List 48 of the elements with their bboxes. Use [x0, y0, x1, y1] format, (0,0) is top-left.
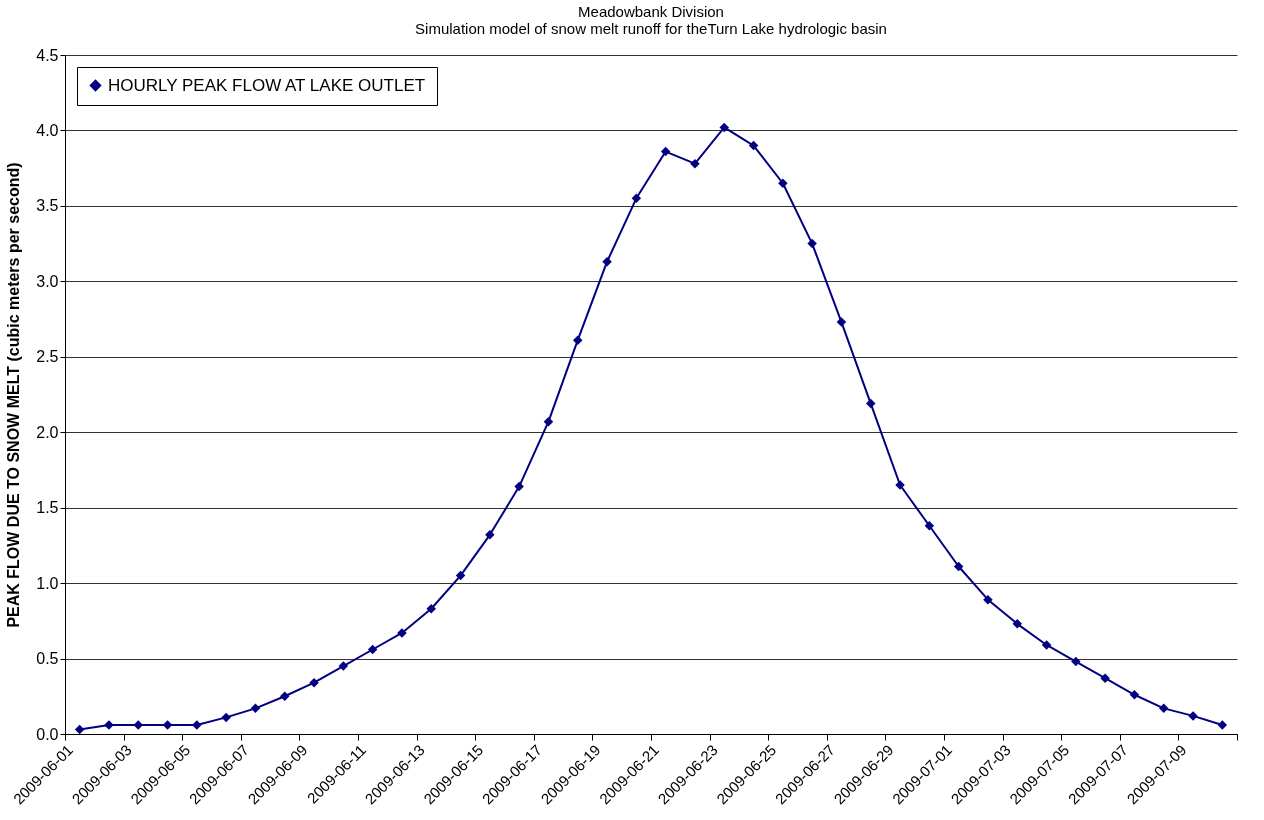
y-tick-label: 3.5: [36, 197, 59, 215]
point: [1129, 690, 1140, 700]
point: [426, 604, 436, 614]
y-tick-label: 0.0: [36, 725, 59, 743]
point: [455, 570, 466, 581]
point: [866, 398, 876, 409]
y-axis-title: PEAK FLOW DUE TO SNOW MELT (cubic meters per second): [5, 162, 23, 628]
point: [983, 594, 993, 605]
legend-label: HOURLY PEAK FLOW AT LAKE OUTLET: [108, 75, 426, 95]
point: [1217, 720, 1228, 730]
y-tick-label: 1.5: [36, 499, 59, 517]
point: [514, 481, 524, 492]
point: [690, 158, 700, 169]
y-tick-label: 4.0: [36, 121, 59, 139]
point: [1071, 656, 1081, 667]
point: [924, 521, 935, 531]
point: [778, 178, 788, 188]
point: [660, 146, 671, 157]
point: [367, 644, 378, 655]
point: [719, 122, 729, 133]
point: [1012, 619, 1022, 629]
y-tick-label: 2.0: [36, 423, 59, 441]
point: [836, 317, 847, 327]
chart-subtitle: Simulation model of snow melt runoff for theTurn Lake hydrologic basin: [415, 20, 887, 37]
point: [221, 712, 231, 723]
point: [133, 720, 143, 730]
point: [543, 416, 554, 427]
point: [602, 256, 612, 267]
y-tick-label: 1.0: [36, 574, 59, 592]
chart-title: Meadowbank Division: [578, 3, 724, 20]
point: [309, 677, 319, 688]
point: [748, 140, 759, 151]
point: [953, 561, 964, 572]
point: [631, 193, 642, 204]
point: [74, 724, 85, 735]
point: [807, 238, 817, 249]
point: [1159, 703, 1169, 714]
point: [1041, 640, 1052, 650]
y-tick-label: 0.5: [36, 650, 59, 668]
y-tick-label: 4.5: [36, 46, 59, 64]
y-tick-label: 2.5: [36, 348, 59, 366]
point: [1100, 673, 1110, 683]
point: [250, 703, 261, 714]
point: [485, 530, 495, 540]
point: [280, 691, 290, 702]
point: [338, 661, 349, 671]
point: [573, 335, 583, 345]
y-tick-label: 3.0: [36, 272, 59, 290]
